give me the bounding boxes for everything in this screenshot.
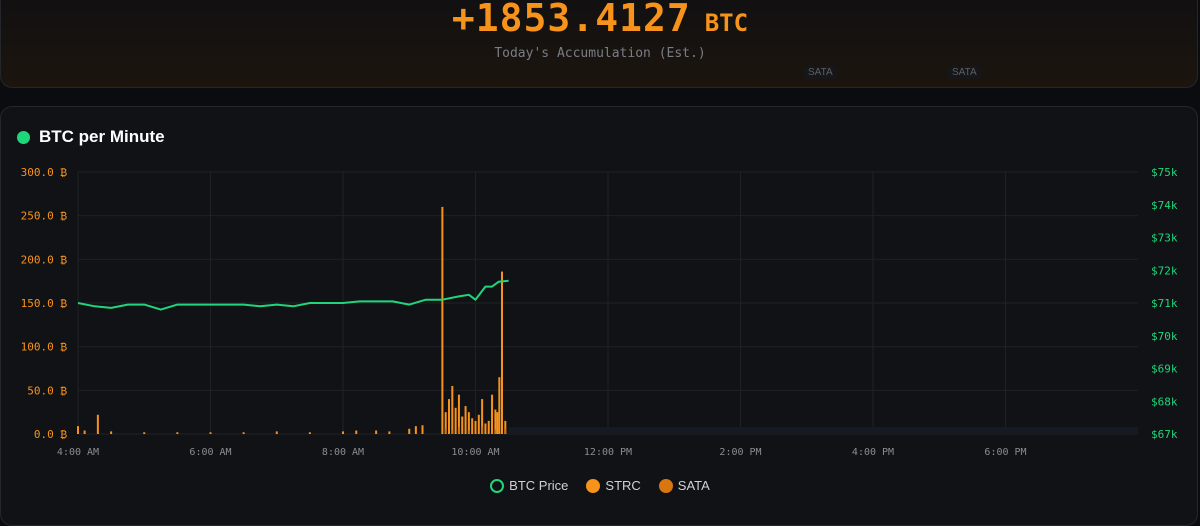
total-value: +1853.4127 bbox=[451, 0, 691, 40]
chart-title-text: BTC per Minute bbox=[39, 127, 165, 146]
legend-label-btc-price: BTC Price bbox=[509, 478, 569, 493]
legend-swatch-sata bbox=[658, 478, 673, 493]
legend-label-strc: STRC bbox=[605, 478, 641, 493]
chart-title: BTC per Minute bbox=[17, 127, 165, 147]
legend-item-btc-price[interactable]: BTC Price bbox=[490, 478, 568, 493]
ghost-badge-sata-2: SATA bbox=[948, 66, 981, 79]
chart-card bbox=[0, 106, 1198, 526]
accumulation-subtitle: Today's Accumulation (Est.) bbox=[494, 46, 706, 61]
legend-label-sata: SATA bbox=[677, 478, 710, 493]
status-dot-icon bbox=[17, 130, 30, 144]
accumulation-total: +1853.4127 BTC bbox=[0, 0, 1200, 40]
legend-swatch-btc-price bbox=[490, 478, 505, 493]
legend-item-strc[interactable]: STRC bbox=[586, 478, 641, 493]
ghost-badge-sata-1: SATA bbox=[804, 66, 837, 79]
chart-legend: BTC Price STRC SATA bbox=[0, 478, 1200, 493]
summary-card bbox=[0, 0, 1198, 88]
legend-swatch-strc bbox=[586, 478, 601, 493]
legend-item-sata[interactable]: SATA bbox=[658, 478, 710, 493]
total-unit: BTC bbox=[704, 9, 749, 37]
